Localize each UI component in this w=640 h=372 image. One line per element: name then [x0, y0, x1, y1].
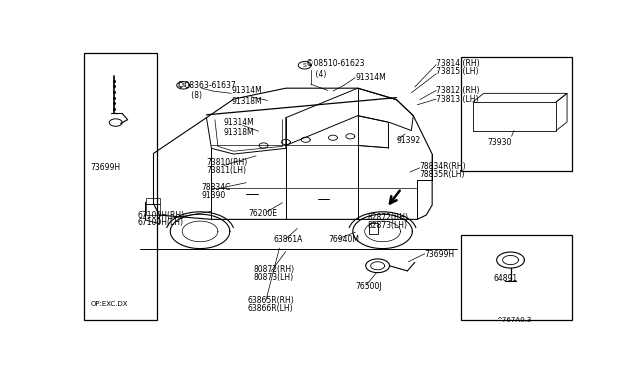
Text: 78834R(RH): 78834R(RH) — [420, 162, 467, 171]
Bar — [146, 204, 160, 215]
Bar — [461, 235, 572, 320]
Text: 91390: 91390 — [202, 191, 226, 201]
Bar — [84, 53, 157, 320]
Text: 91314M: 91314M — [355, 73, 386, 82]
Text: 64891: 64891 — [493, 273, 518, 283]
Bar — [461, 57, 572, 171]
Text: 76200E: 76200E — [249, 209, 278, 218]
Text: 73815 (LH): 73815 (LH) — [436, 67, 479, 76]
Text: 91314M
91318M: 91314M 91318M — [231, 87, 262, 106]
Text: 73699H: 73699H — [90, 163, 120, 172]
Text: 82873(LH): 82873(LH) — [367, 221, 408, 231]
Bar — [146, 198, 160, 204]
Text: OP:EXC.DX: OP:EXC.DX — [91, 301, 129, 307]
Text: 82872(RH): 82872(RH) — [367, 214, 409, 222]
Text: 76500J: 76500J — [355, 282, 382, 291]
Text: 80873(LH): 80873(LH) — [253, 273, 294, 282]
Text: 80872(RH): 80872(RH) — [253, 265, 295, 274]
Text: 73810(RH): 73810(RH) — [207, 158, 248, 167]
Text: ©08363-61637
      (8): ©08363-61637 (8) — [177, 81, 236, 100]
Text: 67100H(LH): 67100H(LH) — [137, 218, 183, 227]
Text: 63866R(LH): 63866R(LH) — [248, 304, 293, 312]
Text: 73811(LH): 73811(LH) — [207, 166, 246, 174]
Text: 73813 (LH): 73813 (LH) — [436, 94, 479, 103]
Text: S: S — [181, 83, 185, 88]
Text: ^767A0.3: ^767A0.3 — [497, 317, 532, 323]
Bar — [369, 223, 378, 234]
Text: ©08510-61623
    (4): ©08510-61623 (4) — [306, 59, 364, 79]
Text: 78835R(LH): 78835R(LH) — [420, 170, 465, 179]
Text: 91314M
91318M: 91314M 91318M — [224, 118, 255, 137]
Text: 91392: 91392 — [396, 136, 420, 145]
Text: 73930: 73930 — [487, 138, 511, 147]
Text: 76940M: 76940M — [328, 235, 359, 244]
Text: S: S — [303, 63, 307, 68]
Text: 67100H(RH): 67100H(RH) — [137, 211, 184, 219]
Text: 78834C: 78834C — [202, 183, 231, 192]
Text: 73812 (RH): 73812 (RH) — [436, 86, 479, 95]
Text: 73699H: 73699H — [425, 250, 455, 259]
Text: 73814 (RH): 73814 (RH) — [436, 59, 480, 68]
Text: 63865R(RH): 63865R(RH) — [248, 296, 294, 305]
Text: 63861A: 63861A — [273, 235, 303, 244]
